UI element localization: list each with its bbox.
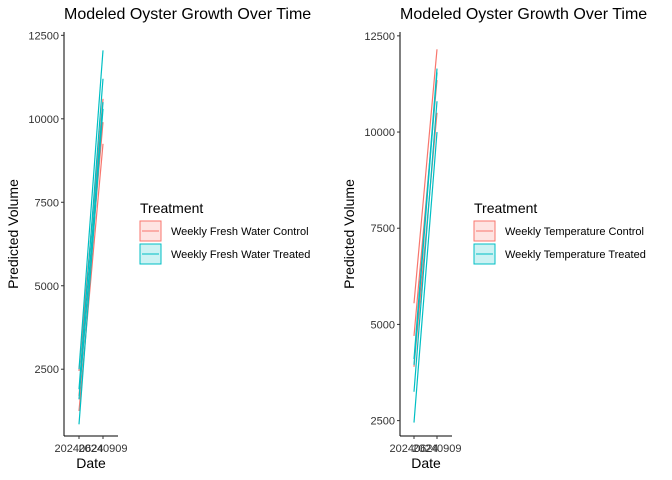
series-line-3 <box>78 50 104 370</box>
x-tick-label: 20240909 <box>413 443 462 455</box>
y-tick-label: 2500 <box>35 364 59 376</box>
chart-panel-right: Modeled Oyster Growth Over Time 2500 5000 7… <box>341 6 647 471</box>
y-tick-label: 12500 <box>364 31 395 43</box>
y-tick-label: 5000 <box>371 319 395 331</box>
x-tick-label: 20240624 <box>390 443 439 455</box>
y-tick-label: 12500 <box>28 30 59 42</box>
x-axis-label: Date <box>411 455 441 471</box>
y-axis-label: Predicted Volume <box>341 179 357 289</box>
series-line-6 <box>413 131 438 423</box>
legend-label: Weekly Fresh Water Control <box>171 226 309 238</box>
series-line-4 <box>413 72 438 365</box>
x-axis-label: Date <box>76 455 106 471</box>
series-line-5 <box>78 102 104 400</box>
y-tick-label: 7500 <box>35 197 59 209</box>
y-tick-label: 2500 <box>371 416 395 428</box>
chart-title: Modeled Oyster Growth Over Time <box>64 6 311 23</box>
legend-title: Treatment <box>140 200 203 216</box>
y-tick-label: 10000 <box>28 114 59 126</box>
y-tick-label: 7500 <box>371 223 395 235</box>
y-tick-label: 10000 <box>364 127 395 139</box>
series-line-6 <box>78 108 104 425</box>
series-line-5 <box>413 101 438 392</box>
series-line-4 <box>78 78 104 390</box>
legend-label: Weekly Temperature Control <box>505 226 644 238</box>
x-tick-label: 20240624 <box>55 443 104 455</box>
legend-label: Weekly Fresh Water Treated <box>171 249 310 261</box>
legend-label: Weekly Temperature Treated <box>505 249 646 261</box>
y-tick-label: 5000 <box>35 281 59 293</box>
chart-title: Modeled Oyster Growth Over Time <box>400 6 647 23</box>
x-tick-label: 20240909 <box>79 443 128 455</box>
legend-title: Treatment <box>474 200 537 216</box>
chart-panel-left: Modeled Oyster Growth Over Time 2500 5000 7… <box>5 6 311 471</box>
y-axis-label: Predicted Volume <box>5 179 21 289</box>
series-line-0 <box>413 49 438 304</box>
